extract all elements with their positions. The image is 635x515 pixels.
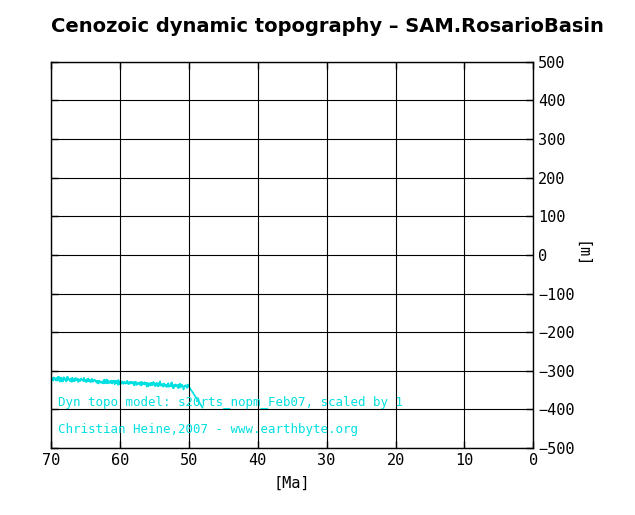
Text: Cenozoic dynamic topography – SAM.RosarioBasin: Cenozoic dynamic topography – SAM.Rosari… <box>51 17 604 36</box>
Text: Dyn topo model: s20rts_nopm_Feb07, scaled by 1: Dyn topo model: s20rts_nopm_Feb07, scale… <box>58 397 403 409</box>
Y-axis label: [m]: [m] <box>573 241 589 269</box>
X-axis label: [Ma]: [Ma] <box>274 476 311 491</box>
Text: Christian Heine,2007 - www.earthbyte.org: Christian Heine,2007 - www.earthbyte.org <box>58 423 358 437</box>
